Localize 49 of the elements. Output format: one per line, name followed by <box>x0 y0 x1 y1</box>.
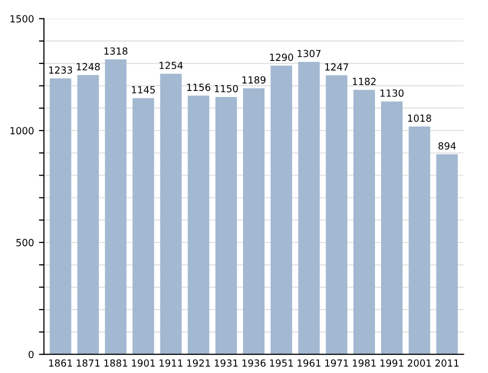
x-tick-label: 1971 <box>325 359 348 367</box>
x-tick-label: 1881 <box>104 359 128 367</box>
data-label: 1318 <box>104 47 128 55</box>
data-label: 1307 <box>298 50 321 58</box>
bar <box>408 126 430 354</box>
y-tick-label: 1500 <box>10 15 34 22</box>
data-label: 1189 <box>242 76 266 84</box>
bar <box>160 74 182 354</box>
x-tick-label: 1921 <box>187 359 210 367</box>
y-tick-label: 0 <box>28 350 34 358</box>
data-label: 1248 <box>76 63 100 70</box>
bar <box>50 78 72 354</box>
bar <box>188 96 210 354</box>
data-label: 1145 <box>132 86 155 94</box>
bar <box>381 101 403 354</box>
x-tick-label: 1931 <box>214 359 238 367</box>
data-label: 1247 <box>325 63 348 70</box>
x-tick-label: 1961 <box>298 359 320 367</box>
bar <box>215 96 237 354</box>
bar <box>326 75 348 354</box>
data-label: 1254 <box>160 62 183 70</box>
x-tick-label: 1991 <box>380 359 404 367</box>
x-tick-label: 1911 <box>160 359 182 367</box>
bar <box>104 59 126 354</box>
data-label: 1018 <box>408 114 432 122</box>
bar <box>242 88 265 354</box>
data-label: 1130 <box>380 89 404 97</box>
data-label: 1150 <box>214 84 238 92</box>
bar <box>77 75 99 354</box>
bar <box>270 66 292 354</box>
data-label: 1182 <box>352 78 376 86</box>
data-label: 1233 <box>49 66 72 74</box>
bar <box>132 98 154 354</box>
x-tick-label: 2001 <box>408 359 431 367</box>
bar <box>298 62 320 354</box>
y-tick-label: 1000 <box>10 127 34 134</box>
x-tick-label: 1936 <box>242 359 266 367</box>
x-tick-label: 1861 <box>49 359 72 367</box>
x-tick-label: 1951 <box>270 359 293 367</box>
bar <box>353 90 375 354</box>
data-label: 1156 <box>187 84 210 91</box>
data-label: 894 <box>438 142 456 150</box>
bar <box>436 154 458 354</box>
x-tick-label: 2011 <box>435 359 459 367</box>
x-tick-label: 1901 <box>132 359 155 367</box>
y-tick-label: 500 <box>16 238 34 246</box>
x-tick-label: 1981 <box>352 359 376 367</box>
data-label: 1290 <box>270 54 294 61</box>
x-tick-label: 1871 <box>76 359 100 367</box>
